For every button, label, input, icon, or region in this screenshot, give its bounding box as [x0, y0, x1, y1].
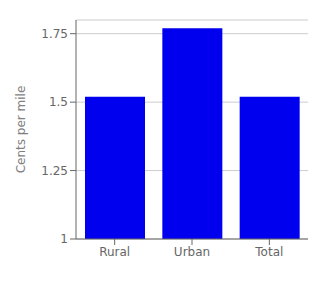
svg-text:1.5: 1.5 [49, 95, 68, 109]
svg-text:1.25: 1.25 [41, 164, 68, 178]
svg-text:Urban: Urban [174, 245, 210, 259]
svg-text:Total: Total [254, 245, 283, 259]
svg-text:Rural: Rural [99, 245, 130, 259]
svg-text:Cents per mile: Cents per mile [14, 86, 28, 174]
svg-text:1: 1 [60, 232, 68, 246]
svg-text:1.75: 1.75 [41, 27, 68, 41]
